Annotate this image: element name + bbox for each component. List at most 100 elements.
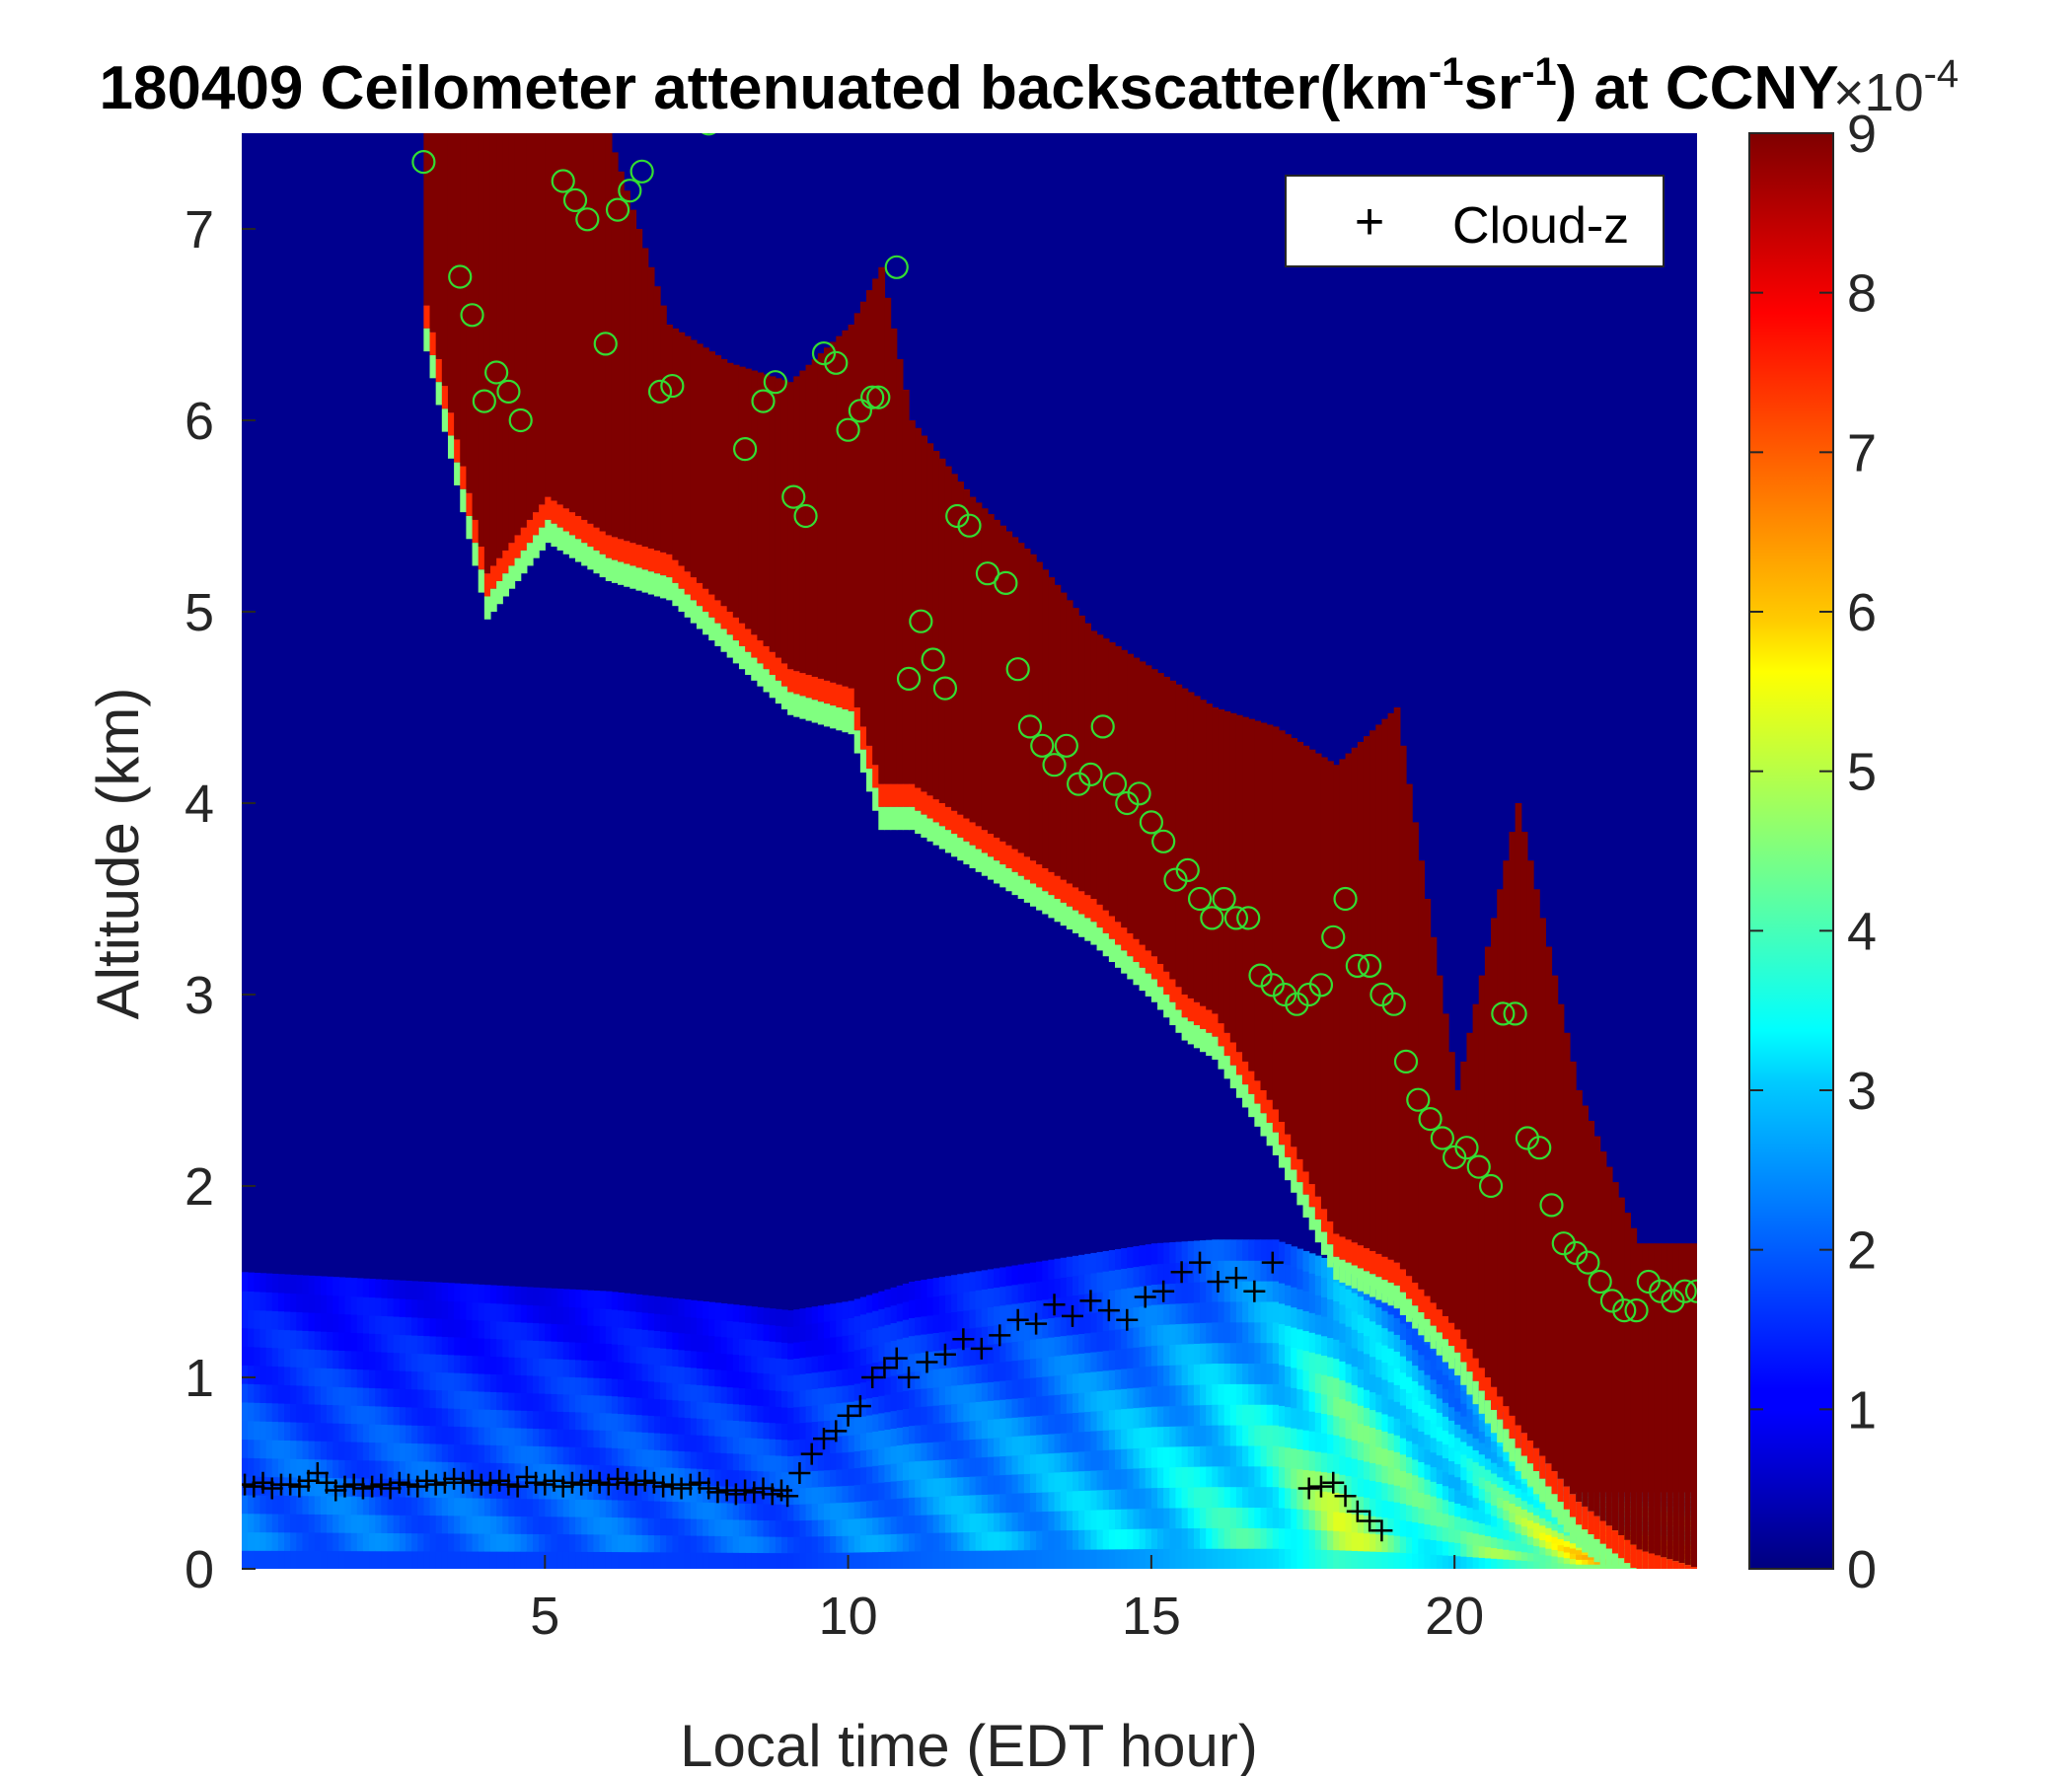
aerosol-cell	[866, 1380, 873, 1399]
aerosol-cell	[1302, 1389, 1310, 1411]
aerosol-cell	[1102, 1350, 1110, 1371]
aerosol-cell	[641, 1448, 649, 1467]
aerosol-cell	[460, 1337, 467, 1356]
aerosol-cell	[896, 1320, 904, 1340]
aerosol-cell	[684, 1333, 692, 1351]
aerosol-cell	[780, 1471, 788, 1489]
aerosol-cell	[562, 1551, 570, 1569]
aerosol-cell	[751, 1519, 758, 1537]
aerosol-cell	[417, 1478, 424, 1498]
aerosol-cell	[878, 1499, 886, 1517]
aerosol-cell	[1212, 1383, 1220, 1405]
aerosol-cell	[678, 1434, 686, 1451]
aerosol-cell	[1369, 1320, 1376, 1340]
aerosol-cell	[714, 1535, 722, 1553]
aerosol-cell	[1060, 1393, 1068, 1414]
aerosol-cell	[1478, 1522, 1486, 1535]
cloud-edge-cell	[1418, 1289, 1426, 1313]
aerosol-cell	[1157, 1426, 1164, 1447]
aerosol-cell	[653, 1398, 661, 1417]
aerosol-cell	[690, 1316, 698, 1335]
aerosol-cell	[496, 1373, 503, 1393]
aerosol-cell	[1212, 1363, 1220, 1384]
aerosol-cell	[387, 1369, 395, 1389]
aerosol-cell	[859, 1433, 867, 1451]
aerosol-cell	[1072, 1490, 1079, 1512]
aerosol-cell	[1108, 1369, 1116, 1390]
aerosol-cell	[466, 1479, 474, 1499]
aerosol-cell	[1072, 1334, 1079, 1355]
aerosol-cell	[1206, 1527, 1213, 1549]
aerosol-cell	[1157, 1263, 1164, 1285]
aerosol-cell	[1150, 1365, 1158, 1387]
aerosol-cell	[284, 1293, 291, 1312]
aerosol-cell	[1145, 1446, 1152, 1468]
aerosol-cell	[1448, 1379, 1455, 1394]
aerosol-cell	[635, 1500, 643, 1518]
aerosol-cell	[751, 1404, 758, 1423]
detection-circle-marker	[1308, 973, 1334, 998]
cloud-edge-cell	[496, 580, 503, 605]
aerosol-cell	[502, 1533, 510, 1552]
aerosol-cell	[387, 1442, 395, 1461]
aerosol-cell	[1314, 1372, 1322, 1394]
aerosol-cell	[672, 1332, 680, 1350]
aerosol-cell	[277, 1310, 285, 1330]
aerosol-cell	[878, 1361, 886, 1379]
cloud-cell	[1339, 759, 1347, 1237]
aerosol-cell	[932, 1514, 940, 1533]
aerosol-cell	[720, 1518, 728, 1536]
aerosol-cell	[1090, 1449, 1098, 1471]
aerosol-cell	[866, 1448, 873, 1467]
aerosol-cell	[362, 1369, 370, 1388]
aerosol-cell	[1412, 1396, 1419, 1413]
aerosol-cell	[836, 1385, 844, 1404]
aerosol-cell	[884, 1463, 892, 1483]
aerosol-cell	[1308, 1352, 1316, 1372]
aerosol-cell	[1005, 1549, 1013, 1569]
aerosol-cell	[1357, 1386, 1365, 1406]
aerosol-cell	[1218, 1465, 1225, 1488]
aerosol-cell	[848, 1468, 855, 1486]
aerosol-cell	[587, 1394, 595, 1413]
aerosol-cell	[611, 1343, 619, 1363]
aerosol-cell	[1357, 1477, 1365, 1497]
aerosol-cell	[1302, 1330, 1310, 1352]
aerosol-cell	[1545, 1514, 1553, 1521]
aerosol-cell	[944, 1514, 952, 1533]
aerosol-cell	[611, 1378, 619, 1397]
aerosol-cell	[1551, 1555, 1559, 1564]
aerosol-cell	[872, 1413, 879, 1432]
aerosol-cell	[1139, 1386, 1147, 1408]
aerosol-cell	[259, 1495, 267, 1515]
aerosol-cell	[842, 1451, 850, 1470]
aerosol-cell	[757, 1306, 765, 1325]
aerosol-cell	[732, 1437, 740, 1454]
aerosol-cell	[635, 1379, 643, 1398]
cloud-z-marker	[579, 1469, 602, 1492]
cloud-cell	[745, 368, 752, 629]
aerosol-cell	[1551, 1542, 1559, 1550]
detection-circle-marker	[1599, 1289, 1625, 1313]
aerosol-cell	[290, 1384, 297, 1404]
aerosol-cell	[551, 1375, 558, 1394]
aerosol-cell	[963, 1439, 971, 1459]
aerosol-cell	[1127, 1488, 1135, 1510]
aerosol-cell	[751, 1388, 758, 1406]
aerosol-cell	[1466, 1445, 1474, 1459]
aerosol-cell	[344, 1350, 352, 1369]
cloud-edge-cell	[1302, 1171, 1310, 1195]
aerosol-cell	[478, 1497, 485, 1517]
aerosol-cell	[1145, 1244, 1152, 1266]
aerosol-cell	[1272, 1342, 1280, 1365]
aerosol-cell	[720, 1552, 728, 1569]
aerosol-cell	[999, 1342, 1006, 1363]
detection-circle-marker	[1358, 953, 1382, 979]
aerosol-cell	[1066, 1315, 1073, 1336]
aerosol-cell	[265, 1310, 273, 1330]
aerosol-cell	[1200, 1301, 1207, 1323]
aerosol-cell	[1218, 1260, 1225, 1282]
aerosol-cell	[423, 1335, 431, 1355]
cloud-edge-cell	[599, 531, 607, 555]
detection-circle-marker	[994, 570, 1018, 596]
